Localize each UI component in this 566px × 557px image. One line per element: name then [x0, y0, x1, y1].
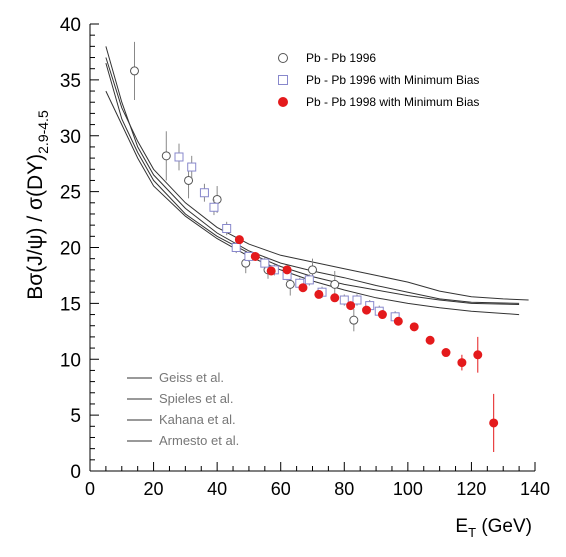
point-pbpb-1996 — [184, 175, 194, 185]
x-tick-label: 0 — [85, 479, 95, 499]
point-pbpb-1996 — [285, 279, 295, 289]
legend-label: Geiss et al. — [159, 370, 224, 385]
point-pbpb-1998-minbias — [298, 283, 308, 293]
y-tick-label: 10 — [60, 350, 81, 371]
y-axis-label-sub: 2.9-4.5 — [35, 110, 51, 154]
point-pbpb-1998-minbias — [473, 350, 483, 360]
point-pbpb-1996-minbias — [187, 162, 197, 172]
model-curve-2 — [105, 46, 520, 304]
point-pbpb-1998-minbias — [362, 305, 372, 315]
legend: Pb - Pb 1996 Pb - Pb 1996 with Minimum Bi… — [127, 51, 479, 448]
point-pbpb-1998-minbias — [282, 265, 292, 275]
point-pbpb-1996 — [161, 151, 171, 161]
legend-label: Pb - Pb 1996 — [306, 51, 376, 65]
x-axis-label-main: E — [455, 516, 468, 537]
point-pbpb-1996-minbias — [199, 188, 209, 198]
point-pbpb-1998-minbias — [234, 235, 244, 245]
y-axis-label: Bσ(J/ψ) / σ(DY)2.9-4.5 — [24, 110, 51, 300]
model-curves — [105, 46, 529, 316]
point-pbpb-1996 — [349, 315, 359, 325]
x-tick-label: 40 — [207, 479, 227, 499]
x-axis-label-sub: T — [468, 525, 476, 540]
model-curve-3 — [105, 62, 520, 305]
y-tick-label: 40 — [60, 15, 81, 36]
y-tick-label: 20 — [60, 239, 81, 260]
point-pbpb-1996 — [330, 279, 340, 289]
x-tick-label: 140 — [520, 479, 550, 499]
point-pbpb-1996-minbias — [222, 224, 232, 234]
legend-label: Pb - Pb 1998 with Minimum Bias — [306, 95, 479, 109]
legend-marker-filled-circle — [278, 97, 288, 107]
point-pbpb-1996-minbias — [304, 275, 314, 285]
y-tick-label: 15 — [60, 294, 81, 315]
x-axis-label: ET (GeV) — [455, 516, 532, 540]
x-axis-label-unit: (GeV) — [476, 516, 532, 537]
point-pbpb-1998-minbias — [250, 251, 260, 261]
model-curve-4 — [105, 90, 520, 316]
point-pbpb-1998-minbias — [266, 266, 276, 276]
point-pbpb-1998-minbias — [346, 301, 356, 311]
plot-axes: 0 20 40 60 80 100 120 140 0 5 10 15 20 25 30 35 40 — [60, 15, 550, 499]
point-pbpb-1996-minbias — [260, 258, 270, 268]
legend-label: Armesto et al. — [159, 433, 239, 448]
point-pbpb-1996 — [308, 265, 317, 275]
y-tick-label: 0 — [70, 462, 81, 483]
point-pbpb-1996-minbias — [231, 243, 241, 252]
point-pbpb-1998-minbias — [393, 316, 403, 326]
point-pbpb-1998-minbias — [409, 322, 419, 332]
point-pbpb-1996-minbias — [339, 295, 349, 305]
point-pbpb-1998-minbias — [441, 348, 451, 358]
point-pbpb-1996-minbias — [352, 295, 362, 305]
data-points — [130, 41, 499, 453]
point-pbpb-1998-minbias — [377, 310, 387, 320]
legend-label: Pb - Pb 1996 with Minimum Bias — [306, 73, 479, 87]
point-pbpb-1996 — [130, 66, 139, 76]
legend-label: Spieles et al. — [159, 391, 233, 406]
legend-marker-open-square — [278, 75, 288, 85]
y-tick-label: 30 — [60, 127, 81, 148]
y-tick-label: 35 — [60, 71, 81, 92]
point-pbpb-1996-minbias — [174, 152, 184, 162]
point-pbpb-1996-minbias — [209, 202, 219, 212]
point-pbpb-1998-minbias — [489, 418, 499, 428]
x-tick-label: 120 — [456, 479, 486, 499]
x-tick-label: 80 — [334, 479, 354, 499]
x-tick-label: 60 — [271, 479, 291, 499]
point-pbpb-1998-minbias — [330, 293, 340, 303]
model-curve-1 — [105, 57, 529, 301]
y-tick-label: 25 — [60, 183, 81, 204]
legend-label: Kahana et al. — [159, 412, 236, 427]
point-pbpb-1998-minbias — [425, 335, 435, 345]
point-pbpb-1998-minbias — [457, 358, 467, 368]
y-tick-label: 5 — [70, 406, 81, 427]
x-tick-label: 20 — [144, 479, 164, 499]
x-tick-label: 100 — [393, 479, 423, 499]
legend-marker-open-circle — [278, 53, 288, 63]
y-axis-label-main: Bσ(J/ψ) / σ(DY) — [24, 154, 47, 300]
point-pbpb-1998-minbias — [314, 289, 324, 299]
